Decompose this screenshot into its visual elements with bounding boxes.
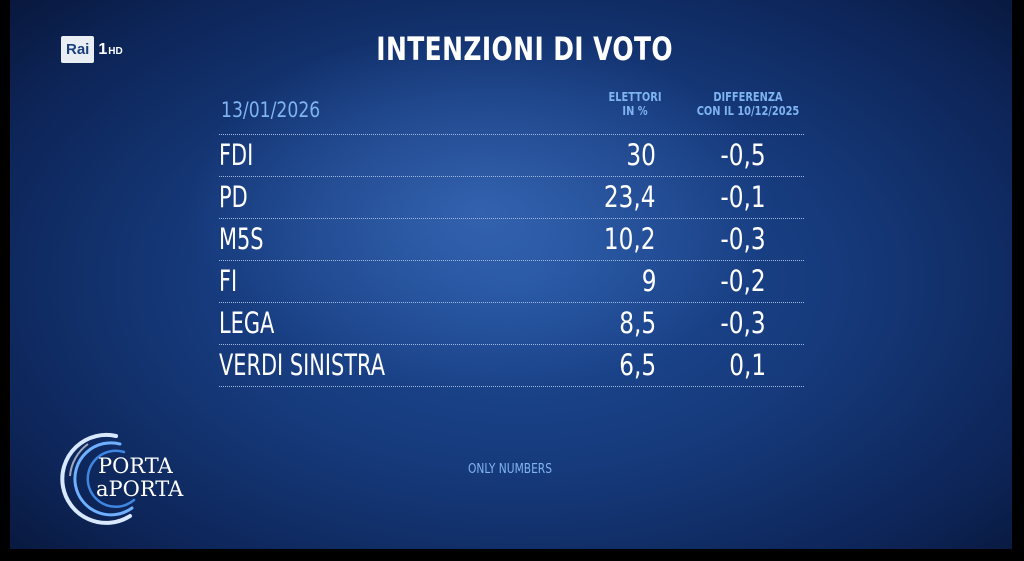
- vote-share: 8,5: [619, 306, 656, 340]
- vote-difference: -0,3: [720, 222, 766, 256]
- rai-logo-box: Rai: [61, 36, 95, 63]
- frame-border-left: [0, 0, 10, 561]
- vote-share: 9: [641, 264, 656, 298]
- vote-share: 30: [626, 138, 656, 172]
- table-row: FI 9 -0,2: [219, 260, 804, 302]
- porta-a-porta-rings-icon: [60, 432, 136, 525]
- frame-border-right: [1012, 0, 1024, 561]
- footnote: ONLY NUMBERS: [468, 462, 552, 477]
- rai-logo: Rai 1HD: [61, 36, 123, 63]
- vote-difference: -0,3: [720, 306, 766, 340]
- table-row: M5S 10,2 -0,3: [219, 218, 804, 260]
- column-header-votes: ELETTORI IN %: [598, 90, 672, 118]
- porta-a-porta-logo: PORTA aPORTA: [58, 428, 198, 528]
- vote-difference: -0,1: [720, 180, 766, 214]
- vote-share: 6,5: [619, 348, 656, 382]
- column-header-diff-line2: CON IL 10/12/2025: [696, 104, 800, 118]
- column-header-votes-line2: IN %: [622, 104, 648, 118]
- column-header-diff-line1: DIFFERENZA: [713, 90, 783, 104]
- party-name: M5S: [219, 222, 264, 256]
- column-header-diff: DIFFERENZA CON IL 10/12/2025: [682, 90, 813, 118]
- table-row: LEGA 8,5 -0,3: [219, 302, 804, 344]
- party-name: FI: [219, 264, 238, 298]
- frame-border-bottom: [0, 549, 1024, 561]
- hd-label: HD: [108, 45, 123, 57]
- party-name: PD: [219, 180, 248, 214]
- poll-date: 13/01/2026: [221, 98, 321, 122]
- vote-difference: 0,1: [729, 348, 766, 382]
- column-header-votes-line1: ELETTORI: [608, 90, 662, 104]
- channel-digit: 1: [98, 40, 108, 58]
- show-logo-line2: aPORTA: [96, 477, 184, 501]
- party-name: VERDI SINISTRA: [219, 348, 386, 382]
- table-row: VERDI SINISTRA 6,5 0,1: [219, 344, 804, 387]
- table-row: FDI 30 -0,5: [219, 134, 804, 176]
- vote-share: 10,2: [604, 222, 656, 256]
- results-table: FDI 30 -0,5 PD 23,4 -0,1 M5S 10,2 -0,3 F…: [219, 134, 804, 387]
- show-logo-line1: PORTA: [98, 454, 173, 478]
- vote-difference: -0,2: [720, 264, 766, 298]
- page-title: INTENZIONI DI VOTO: [376, 30, 673, 68]
- party-name: LEGA: [219, 306, 275, 340]
- channel-number: 1HD: [98, 41, 122, 59]
- vote-share: 23,4: [604, 180, 656, 214]
- vote-difference: -0,5: [720, 138, 766, 172]
- party-name: FDI: [219, 138, 254, 172]
- table-row: PD 23,4 -0,1: [219, 176, 804, 218]
